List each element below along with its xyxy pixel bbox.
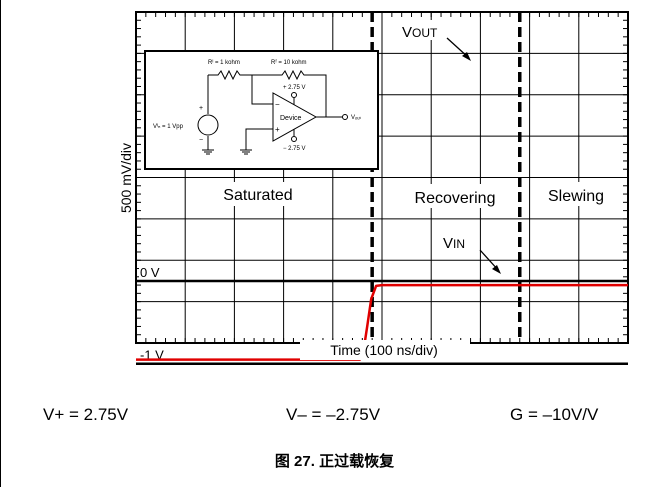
vout-callout: VOUT: [402, 24, 438, 41]
reference-label-bg: [139, 263, 177, 279]
vin-callout-arrowhead: [492, 265, 501, 274]
region-slewing: Slewing: [548, 188, 604, 205]
vout-callout-arrowhead: [462, 52, 471, 61]
output-terminal: [342, 114, 348, 120]
circuit-inset: Rᴵ = 1 kohm Rᶠ = 10 kohm Device − + Vₒᵤₜ…: [144, 50, 379, 170]
opamp-minus-sign: −: [275, 100, 280, 109]
supply-neg-terminal: [291, 136, 297, 142]
region-saturated: Saturated: [223, 187, 292, 204]
vplus-condition: V+ = 2.75V: [43, 405, 129, 424]
vin-trace: [136, 283, 628, 361]
vout-callout-bg: [400, 20, 455, 40]
gain-condition: G = –10V/V: [510, 405, 599, 424]
inverting-wire: [251, 75, 273, 105]
voltage-source: [197, 114, 219, 136]
opamp-device-label: Device: [280, 115, 302, 122]
left-margin-rule: [0, 0, 1, 487]
region-recovering: Recovering: [415, 190, 496, 207]
vin-callout-main: V: [443, 235, 453, 252]
y-axis-label: 500 mV/div: [118, 143, 134, 213]
ground-symbol-right: [240, 149, 252, 155]
vin-callout-sub: IN: [453, 237, 465, 251]
vin-callout-bg: [440, 232, 478, 252]
supply-pos-terminal: [291, 92, 297, 98]
x-axis-label-bg: [300, 340, 470, 360]
vin-source-label: Vᴵₙ = 1 Vpp: [153, 123, 184, 130]
slewing-label-bg: [538, 182, 614, 206]
vpos-label: + 2.75 V: [283, 85, 306, 91]
reference-label: 0 V: [140, 265, 160, 280]
grid-ticks: [135, 11, 628, 343]
traces: [136, 283, 628, 361]
x-axis-label: Time (100 ns/div): [330, 342, 438, 358]
vneg-label: − 2.75 V: [283, 146, 306, 152]
phase-markers: [370, 12, 522, 343]
inset-frame: [144, 50, 379, 170]
saturated-label-bg: [212, 182, 304, 206]
opamp-plus-sign: +: [275, 125, 280, 134]
rf-resistor: [252, 69, 327, 117]
vout-callout-sub: OUT: [412, 26, 438, 40]
recovering-label-bg: [392, 184, 518, 208]
figure-caption: 图 27. 正过载恢复: [274, 453, 395, 470]
vin-callout: VIN: [443, 235, 465, 252]
reference-label-bg: [139, 346, 177, 362]
vout-callout-main: V: [402, 24, 412, 41]
source-minus-sign: −: [199, 137, 203, 144]
source-plus-sign: +: [199, 105, 203, 112]
ground-symbol-left: [202, 149, 214, 155]
noninverting-wire: [245, 128, 273, 150]
vout-terminal-label: Vₒᵤₜ: [351, 115, 362, 121]
vminus-condition: V– = –2.75V: [286, 405, 381, 424]
ri-label: Rᴵ = 1 kohm: [208, 59, 240, 66]
reference-lines: 5.5 V0 V-1 V: [136, 263, 628, 365]
ri-resistor: [208, 69, 252, 81]
rf-label: Rᶠ = 10 kohm: [271, 59, 307, 66]
